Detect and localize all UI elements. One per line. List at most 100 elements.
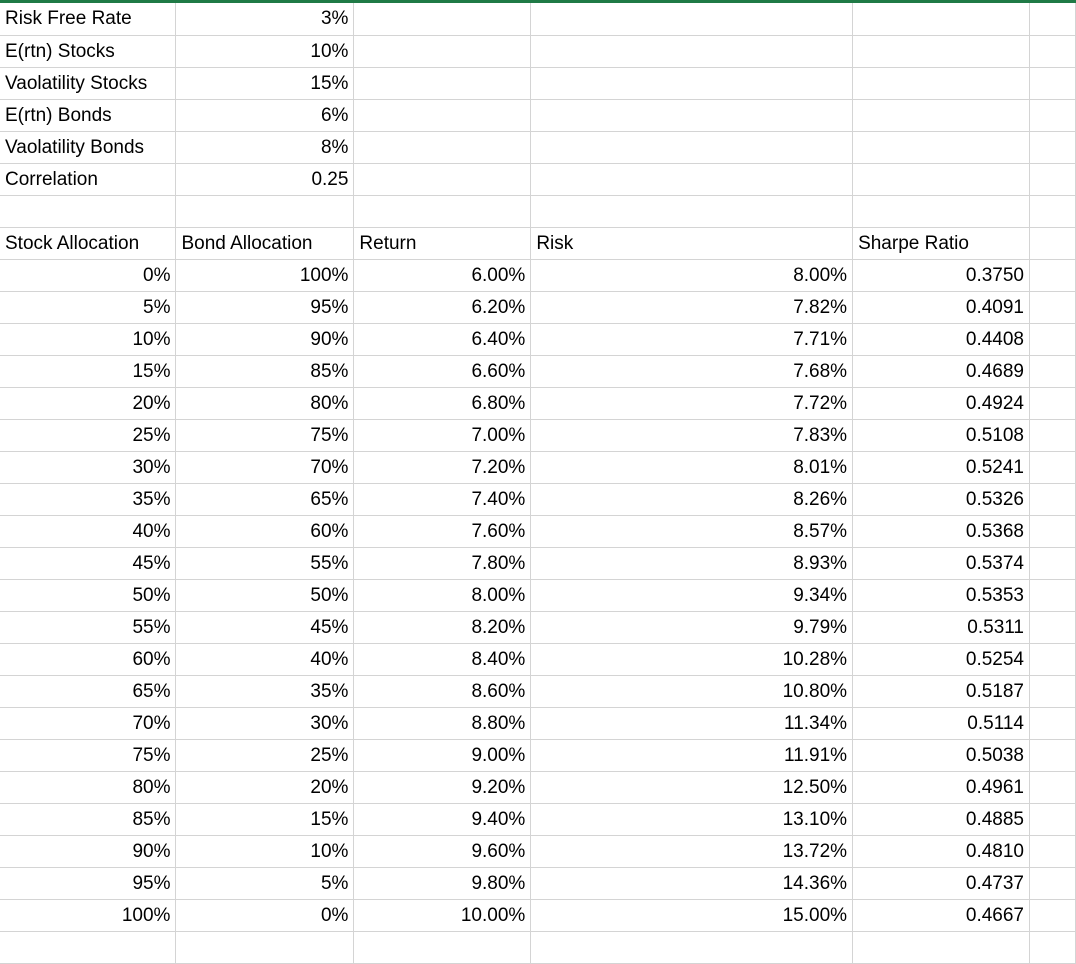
return-cell[interactable]: 8.40%	[353, 643, 532, 676]
empty-cell[interactable]	[1029, 899, 1076, 932]
return-cell[interactable]: 6.60%	[353, 355, 532, 388]
stock-allocation-cell[interactable]: 75%	[0, 739, 177, 772]
stock-allocation-cell[interactable]: 80%	[0, 771, 177, 804]
stock-allocation-cell[interactable]: 10%	[0, 323, 177, 356]
empty-cell[interactable]	[852, 163, 1030, 196]
empty-cell[interactable]	[1029, 227, 1076, 260]
stock-allocation-cell[interactable]: 60%	[0, 643, 177, 676]
input-label-cell[interactable]: E(rtn) Bonds	[0, 99, 177, 132]
header-cell[interactable]: Stock Allocation	[0, 227, 177, 260]
risk-cell[interactable]: 8.01%	[530, 451, 854, 484]
bond-allocation-cell[interactable]: 100%	[175, 259, 355, 292]
stock-allocation-cell[interactable]: 0%	[0, 259, 177, 292]
sharpe-ratio-cell[interactable]: 0.5241	[852, 451, 1030, 484]
empty-cell[interactable]	[1029, 387, 1076, 420]
risk-cell[interactable]: 9.34%	[530, 579, 854, 612]
empty-cell[interactable]	[175, 195, 355, 228]
return-cell[interactable]: 7.60%	[353, 515, 532, 548]
bond-allocation-cell[interactable]: 95%	[175, 291, 355, 324]
sharpe-ratio-cell[interactable]: 0.5311	[852, 611, 1030, 644]
stock-allocation-cell[interactable]: 65%	[0, 675, 177, 708]
bond-allocation-cell[interactable]: 60%	[175, 515, 355, 548]
empty-cell[interactable]	[1029, 419, 1076, 452]
return-cell[interactable]: 7.80%	[353, 547, 532, 580]
sharpe-ratio-cell[interactable]: 0.4924	[852, 387, 1030, 420]
risk-cell[interactable]: 10.80%	[530, 675, 854, 708]
empty-cell[interactable]	[530, 195, 854, 228]
empty-cell[interactable]	[1029, 931, 1076, 964]
risk-cell[interactable]: 8.26%	[530, 483, 854, 516]
bond-allocation-cell[interactable]: 20%	[175, 771, 355, 804]
empty-cell[interactable]	[1029, 163, 1076, 196]
bond-allocation-cell[interactable]: 90%	[175, 323, 355, 356]
empty-cell[interactable]	[0, 931, 177, 964]
empty-cell[interactable]	[530, 35, 854, 68]
empty-cell[interactable]	[353, 131, 532, 164]
bond-allocation-cell[interactable]: 85%	[175, 355, 355, 388]
return-cell[interactable]: 7.40%	[353, 483, 532, 516]
stock-allocation-cell[interactable]: 95%	[0, 867, 177, 900]
return-cell[interactable]: 6.40%	[353, 323, 532, 356]
input-label-cell[interactable]: Correlation	[0, 163, 177, 196]
bond-allocation-cell[interactable]: 30%	[175, 707, 355, 740]
empty-cell[interactable]	[1029, 483, 1076, 516]
stock-allocation-cell[interactable]: 90%	[0, 835, 177, 868]
return-cell[interactable]: 6.00%	[353, 259, 532, 292]
empty-cell[interactable]	[1029, 35, 1076, 68]
empty-cell[interactable]	[353, 163, 532, 196]
risk-cell[interactable]: 10.28%	[530, 643, 854, 676]
sharpe-ratio-cell[interactable]: 0.3750	[852, 259, 1030, 292]
stock-allocation-cell[interactable]: 30%	[0, 451, 177, 484]
input-label-cell[interactable]: Risk Free Rate	[0, 3, 177, 36]
stock-allocation-cell[interactable]: 55%	[0, 611, 177, 644]
sharpe-ratio-cell[interactable]: 0.4689	[852, 355, 1030, 388]
risk-cell[interactable]: 13.10%	[530, 803, 854, 836]
risk-cell[interactable]: 14.36%	[530, 867, 854, 900]
risk-cell[interactable]: 7.82%	[530, 291, 854, 324]
empty-cell[interactable]	[852, 931, 1030, 964]
empty-cell[interactable]	[852, 195, 1030, 228]
return-cell[interactable]: 8.80%	[353, 707, 532, 740]
sharpe-ratio-cell[interactable]: 0.5254	[852, 643, 1030, 676]
bond-allocation-cell[interactable]: 15%	[175, 803, 355, 836]
empty-cell[interactable]	[1029, 643, 1076, 676]
empty-cell[interactable]	[1029, 323, 1076, 356]
sharpe-ratio-cell[interactable]: 0.4810	[852, 835, 1030, 868]
risk-cell[interactable]: 11.34%	[530, 707, 854, 740]
empty-cell[interactable]	[852, 67, 1030, 100]
input-value-cell[interactable]: 15%	[175, 67, 355, 100]
stock-allocation-cell[interactable]: 45%	[0, 547, 177, 580]
bond-allocation-cell[interactable]: 70%	[175, 451, 355, 484]
sharpe-ratio-cell[interactable]: 0.5368	[852, 515, 1030, 548]
empty-cell[interactable]	[1029, 259, 1076, 292]
return-cell[interactable]: 8.20%	[353, 611, 532, 644]
empty-cell[interactable]	[1029, 803, 1076, 836]
empty-cell[interactable]	[1029, 131, 1076, 164]
sharpe-ratio-cell[interactable]: 0.5326	[852, 483, 1030, 516]
return-cell[interactable]: 6.20%	[353, 291, 532, 324]
return-cell[interactable]: 7.20%	[353, 451, 532, 484]
stock-allocation-cell[interactable]: 50%	[0, 579, 177, 612]
stock-allocation-cell[interactable]: 5%	[0, 291, 177, 324]
header-cell[interactable]: Return	[353, 227, 532, 260]
empty-cell[interactable]	[852, 35, 1030, 68]
empty-cell[interactable]	[1029, 67, 1076, 100]
return-cell[interactable]: 9.80%	[353, 867, 532, 900]
empty-cell[interactable]	[353, 67, 532, 100]
return-cell[interactable]: 8.60%	[353, 675, 532, 708]
bond-allocation-cell[interactable]: 10%	[175, 835, 355, 868]
bond-allocation-cell[interactable]: 80%	[175, 387, 355, 420]
empty-cell[interactable]	[852, 131, 1030, 164]
input-value-cell[interactable]: 0.25	[175, 163, 355, 196]
empty-cell[interactable]	[353, 3, 532, 36]
input-label-cell[interactable]: E(rtn) Stocks	[0, 35, 177, 68]
bond-allocation-cell[interactable]: 0%	[175, 899, 355, 932]
empty-cell[interactable]	[175, 931, 355, 964]
empty-cell[interactable]	[530, 99, 854, 132]
empty-cell[interactable]	[1029, 835, 1076, 868]
sharpe-ratio-cell[interactable]: 0.5108	[852, 419, 1030, 452]
return-cell[interactable]: 8.00%	[353, 579, 532, 612]
empty-cell[interactable]	[1029, 579, 1076, 612]
empty-cell[interactable]	[353, 99, 532, 132]
header-cell[interactable]: Bond Allocation	[175, 227, 355, 260]
